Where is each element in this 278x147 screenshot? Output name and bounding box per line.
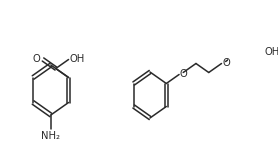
Text: OH: OH: [70, 54, 85, 64]
Text: O: O: [222, 57, 230, 67]
Text: OH: OH: [265, 46, 278, 56]
Text: NH₂: NH₂: [41, 131, 60, 141]
Text: O: O: [180, 69, 188, 78]
Text: O: O: [33, 54, 41, 64]
